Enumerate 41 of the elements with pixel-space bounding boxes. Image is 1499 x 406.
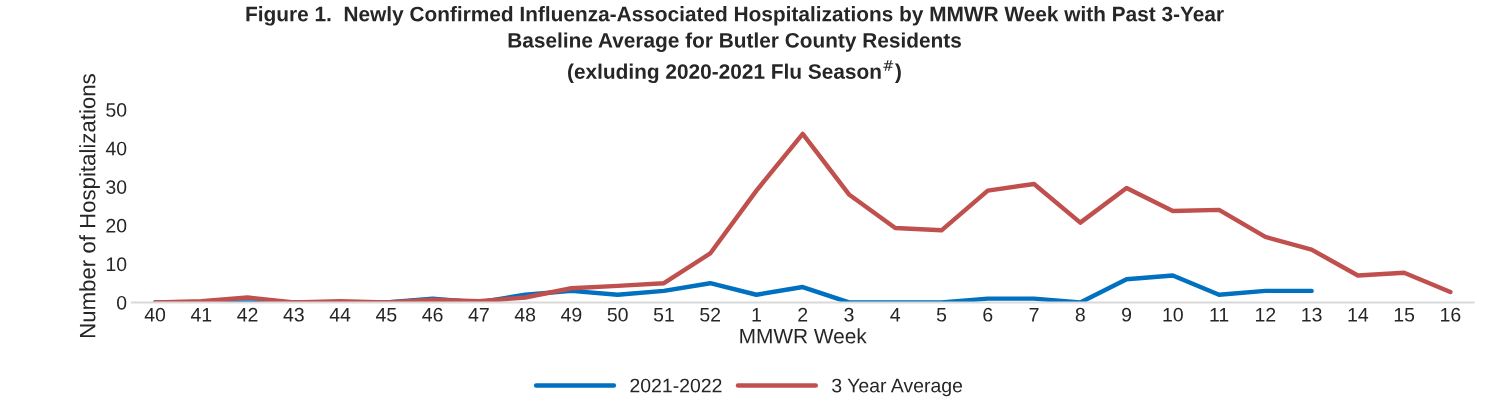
x-tick-label: 8 <box>1075 307 1085 322</box>
x-tick-label: 44 <box>329 308 351 322</box>
y-tick-label: 50 <box>106 103 127 117</box>
x-tick-label: 47 <box>468 308 489 322</box>
x-tick-label: 12 <box>1256 307 1276 322</box>
x-tick-label: 43 <box>283 307 304 322</box>
y-tick-label: 30 <box>106 180 127 194</box>
x-tick-label: 48 <box>514 307 536 322</box>
x-axis-title: MMWR Week <box>740 328 867 344</box>
y-tick-label: 10 <box>106 257 127 272</box>
x-tick-label: 52 <box>700 307 721 322</box>
x-tick-label: 41 <box>190 308 212 322</box>
x-tick-label: 4 <box>890 308 901 322</box>
legend-label: 3 Year Average <box>832 378 963 397</box>
x-tick-label: 15 <box>1394 308 1415 322</box>
x-tick-label: 49 <box>561 307 582 322</box>
x-tick-label: 3 <box>844 307 854 322</box>
line-series <box>152 131 1453 303</box>
x-tick-label: 2 <box>798 307 808 322</box>
legend-label: 2021-2022 <box>630 378 722 393</box>
x-tick-label: 6 <box>983 307 993 322</box>
x-tick-label: 7 <box>1029 308 1039 322</box>
x-tick-label: 1 <box>752 308 761 322</box>
x-tick-label: 45 <box>375 308 397 322</box>
x-tick-label: 10 <box>1163 307 1183 322</box>
x-tick-label: 51 <box>653 308 674 322</box>
x-tick-label: 16 <box>1441 307 1461 322</box>
x-tick-label: 5 <box>936 308 947 322</box>
x-tick-label: 46 <box>422 307 443 322</box>
y-tick-label: 20 <box>106 218 127 233</box>
x-tick-label: 9 <box>1122 307 1132 322</box>
x-tick-label: 42 <box>237 307 258 322</box>
x-tick-label: 11 <box>1210 308 1229 322</box>
y-tick-label: 40 <box>105 141 127 156</box>
x-tick-label: 40 <box>144 307 166 322</box>
x-tick-label: 14 <box>1348 308 1369 322</box>
y-axis-title: Number of Hospitalizations <box>79 74 100 337</box>
x-tick-label: 13 <box>1302 307 1322 322</box>
chart-title: Figure 1. Newly Confirmed Influenza-Associated Hospitalizations by MMWR Week with Past 3-Year Baseline Average for Butler County Residents (exluding 2020-2021 Flu Season$^{#}$) <box>246 6 1224 84</box>
y-tick-label: 0 <box>117 295 127 310</box>
x-tick-label: 50 <box>607 307 628 322</box>
